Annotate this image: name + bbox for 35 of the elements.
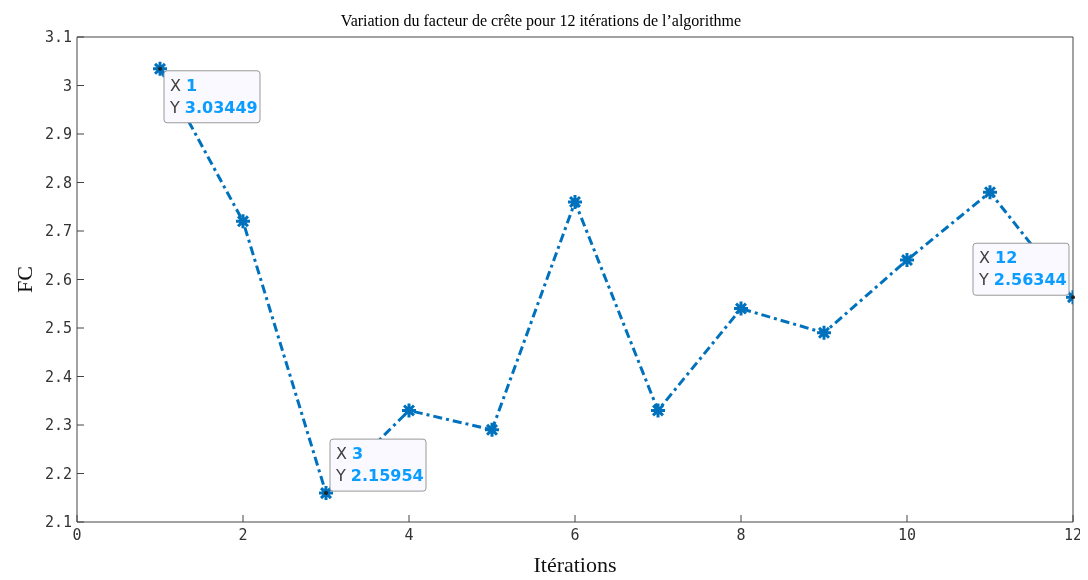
- point: [151, 60, 169, 78]
- y-tick-label: 2.1: [44, 513, 72, 532]
- x-tick-label: 8: [736, 525, 746, 544]
- y-tick-label: 3.1: [44, 28, 72, 47]
- x-tick-label: 10: [897, 525, 917, 544]
- x-tick-label: 6: [570, 525, 580, 544]
- y-tick-label: 2.9: [44, 125, 72, 144]
- point: [732, 300, 750, 318]
- point: [981, 183, 999, 201]
- y-tick-label: 2.2: [44, 464, 72, 483]
- point: [317, 484, 335, 502]
- y-tick-label: 2.7: [44, 222, 72, 241]
- point: [483, 421, 501, 439]
- point: [234, 212, 252, 230]
- chart-title: Variation du facteur de crête pour 12 itérations de l’algorithme: [339, 12, 743, 30]
- y-tick-label: 3: [62, 76, 72, 95]
- y-tick-label: 2.6: [44, 270, 72, 289]
- y-tick-label: 2.8: [44, 173, 72, 192]
- point: [649, 401, 667, 419]
- x-tick-label: 0: [72, 525, 82, 544]
- x-tick-label: 2: [238, 525, 248, 544]
- y-tick-label: 2.5: [44, 319, 72, 338]
- y-tick-label: 2.3: [44, 416, 72, 435]
- x-tick-label: 4: [404, 525, 414, 544]
- x-tick-label: 12: [1063, 525, 1083, 544]
- annotation: X 12 Y 2.56344: [978, 248, 1067, 290]
- point: [400, 401, 418, 419]
- point: [898, 251, 916, 269]
- point: [566, 193, 584, 211]
- point: [815, 324, 833, 342]
- y-axis-title: FC: [11, 266, 37, 293]
- x-axis-title: Itérations: [533, 552, 617, 577]
- y-tick-label: 2.4: [44, 367, 72, 386]
- annotation: X 1 Y 3.03449: [169, 75, 258, 117]
- annotation: X 3 Y 2.15954: [335, 444, 424, 486]
